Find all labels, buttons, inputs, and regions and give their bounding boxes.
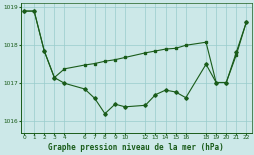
- X-axis label: Graphe pression niveau de la mer (hPa): Graphe pression niveau de la mer (hPa): [48, 143, 223, 152]
